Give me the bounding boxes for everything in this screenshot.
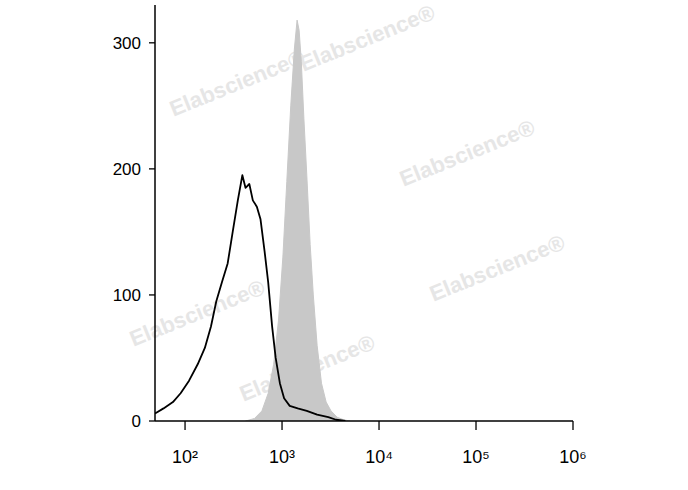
watermark: Elabscience® bbox=[296, 0, 438, 76]
watermark: Elabscience® bbox=[166, 45, 308, 122]
histogram-line bbox=[155, 175, 345, 421]
y-tick-label: 100 bbox=[113, 286, 141, 305]
x-tick bbox=[475, 421, 476, 430]
data-group bbox=[155, 20, 350, 421]
chart: Elabscience®Elabscience®Elabscience®Elab… bbox=[0, 0, 688, 490]
x-tick-label: 10² bbox=[172, 447, 198, 467]
y-tick bbox=[149, 168, 155, 169]
watermark: Elabscience® bbox=[126, 275, 268, 352]
x-tick-label: 10⁴ bbox=[365, 447, 393, 467]
y-tick-label: 0 bbox=[132, 412, 141, 431]
y-tick bbox=[149, 420, 155, 421]
x-tick-label: 10³ bbox=[269, 447, 295, 467]
x-tick bbox=[184, 421, 185, 430]
x-tick bbox=[572, 421, 573, 430]
y-axis bbox=[154, 5, 156, 421]
y-tick bbox=[149, 294, 155, 295]
x-tick bbox=[378, 421, 379, 430]
y-tick-label: 200 bbox=[113, 160, 141, 179]
watermark: Elabscience® bbox=[426, 230, 568, 307]
watermark: Elabscience® bbox=[396, 115, 538, 192]
x-tick-label: 10⁶ bbox=[559, 447, 586, 467]
y-tick bbox=[149, 42, 155, 43]
y-tick-label: 300 bbox=[113, 34, 141, 53]
x-axis bbox=[155, 420, 573, 422]
x-tick-label: 10⁵ bbox=[462, 447, 489, 467]
x-tick bbox=[281, 421, 282, 430]
